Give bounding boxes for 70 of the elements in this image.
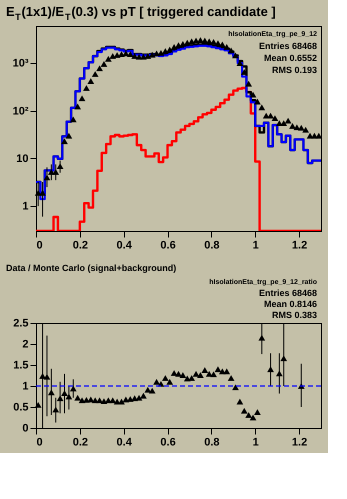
point	[136, 394, 142, 401]
point	[232, 384, 239, 390]
y-tick-label: 0	[22, 422, 28, 434]
point	[197, 372, 204, 378]
point	[153, 378, 160, 385]
point	[267, 366, 274, 372]
x-tick-label: 0.4	[116, 436, 133, 448]
y-tick-label: 1	[22, 380, 28, 392]
annotation: RMS 0.193	[272, 65, 317, 75]
point	[162, 375, 169, 381]
point	[228, 375, 234, 381]
point	[188, 375, 196, 381]
y-tick-label: 10²	[12, 105, 29, 118]
x-tick-label: 0.8	[204, 436, 220, 448]
point	[66, 394, 72, 400]
y-tick-label: 2.5	[13, 318, 28, 330]
point	[240, 408, 248, 414]
point	[109, 397, 116, 404]
y-tick-label: 1.5	[13, 360, 28, 372]
text: Entries 68468	[258, 288, 317, 298]
x-tick-label: 0.4	[116, 240, 133, 252]
point	[100, 398, 108, 404]
x-tick-label: 1.2	[292, 240, 308, 252]
x-tick-label: 1.2	[292, 436, 308, 448]
x-tick-label: 0.2	[72, 240, 88, 252]
point	[223, 368, 230, 374]
point	[39, 373, 46, 379]
point	[140, 392, 147, 399]
y-tick-label: 10	[16, 152, 28, 165]
point	[70, 386, 77, 392]
point	[44, 374, 50, 380]
point	[210, 371, 217, 378]
y-tick-label: 2	[22, 338, 28, 350]
text: Mean 0.8146	[264, 299, 317, 309]
point	[280, 355, 288, 362]
x-tick-label: 0.6	[160, 240, 176, 252]
text: RMS 0.383	[272, 310, 317, 320]
point	[201, 367, 208, 373]
point	[254, 409, 261, 415]
annotation: Mean 0.6552	[264, 53, 317, 63]
point	[74, 394, 82, 401]
x-tick-label: 0.8	[204, 240, 220, 252]
x-tick-label: 1	[252, 240, 259, 252]
point	[61, 390, 68, 396]
point	[148, 388, 156, 394]
x-tick-label: 0.2	[72, 436, 88, 448]
point	[34, 402, 42, 408]
chart-title: Data / Monte Carlo (signal+background)	[6, 263, 176, 273]
x-tick-label: 0.6	[160, 436, 176, 448]
point	[48, 389, 55, 396]
annotation: Entries 68468	[258, 41, 317, 51]
point	[180, 372, 186, 378]
point	[258, 334, 266, 341]
y-tick-label: 10³	[12, 58, 29, 70]
x-tick-label: 1	[252, 436, 259, 448]
x-tick-label: 0	[36, 436, 43, 448]
point	[214, 366, 222, 372]
point	[276, 370, 283, 376]
point	[250, 414, 256, 420]
point	[52, 406, 60, 412]
point	[245, 412, 252, 418]
y-tick-label: 0.5	[13, 402, 28, 414]
point	[118, 398, 125, 404]
point	[166, 378, 174, 385]
point	[56, 395, 64, 402]
point	[170, 370, 178, 376]
y-tick-label: 1	[22, 200, 28, 213]
point	[184, 376, 191, 382]
point	[236, 398, 244, 404]
x-tick-label: 0	[36, 240, 43, 252]
